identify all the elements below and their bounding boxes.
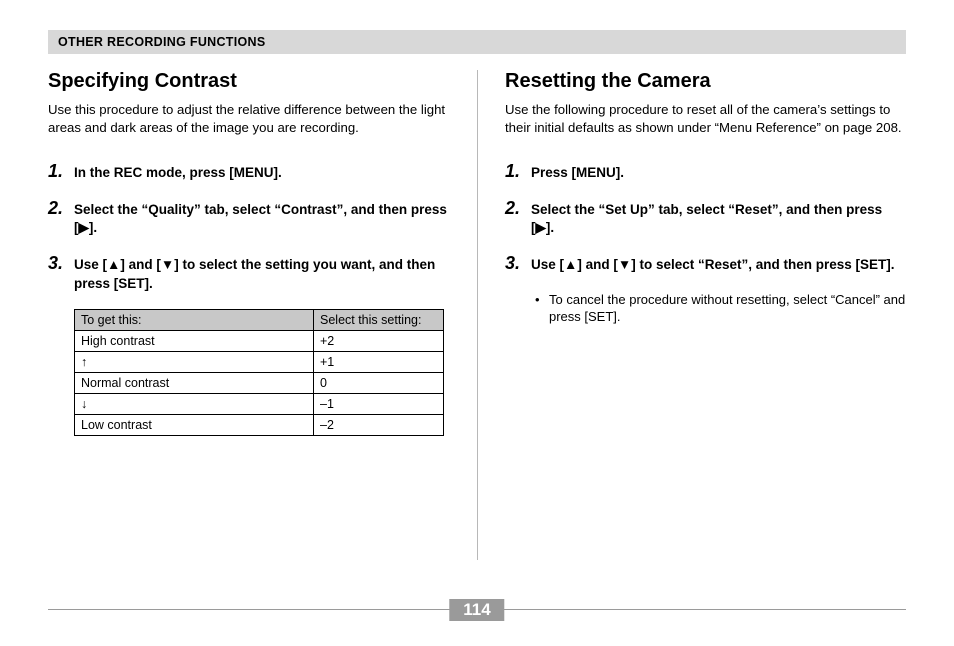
step-number: 2. — [505, 198, 525, 219]
right-step-3: 3. Use [▲] and [▼] to select “Reset”, an… — [505, 253, 906, 274]
table-header-right: Select this setting: — [314, 309, 444, 330]
bullet-dot: • — [535, 291, 541, 326]
table-header-row: To get this: Select this setting: — [75, 309, 444, 330]
table-cell-value: –1 — [314, 393, 444, 414]
table-header-left: To get this: — [75, 309, 314, 330]
left-step-3: 3. Use [▲] and [▼] to select the setting… — [48, 253, 449, 292]
sub-bullet-text: To cancel the procedure without resettin… — [549, 291, 906, 326]
right-step-1: 1. Press [MENU]. — [505, 161, 906, 182]
table-row: Normal contrast 0 — [75, 372, 444, 393]
left-intro: Use this procedure to adjust the relativ… — [48, 101, 449, 137]
step-text: Press [MENU]. — [531, 161, 624, 182]
table-cell-value: –2 — [314, 414, 444, 435]
table-cell-label: Normal contrast — [75, 372, 314, 393]
table-cell-value: +2 — [314, 330, 444, 351]
manual-page: OTHER RECORDING FUNCTIONS Specifying Con… — [0, 0, 954, 436]
content-columns: Specifying Contrast Use this procedure t… — [48, 70, 906, 436]
step-text: In the REC mode, press [MENU]. — [74, 161, 282, 182]
left-step-2: 2. Select the “Quality” tab, select “Con… — [48, 198, 449, 237]
step-number: 2. — [48, 198, 68, 219]
column-divider — [477, 70, 478, 560]
left-step-1: 1. In the REC mode, press [MENU]. — [48, 161, 449, 182]
right-title: Resetting the Camera — [505, 70, 906, 93]
step-text: Select the “Quality” tab, select “Contra… — [74, 198, 449, 237]
table-row: Low contrast –2 — [75, 414, 444, 435]
step-number: 3. — [505, 253, 525, 274]
right-column: Resetting the Camera Use the following p… — [477, 70, 906, 436]
right-sub-bullet: • To cancel the procedure without resett… — [535, 291, 906, 326]
page-number: 114 — [449, 599, 504, 621]
right-step-2: 2. Select the “Set Up” tab, select “Rese… — [505, 198, 906, 237]
table-cell-label: High contrast — [75, 330, 314, 351]
left-column: Specifying Contrast Use this procedure t… — [48, 70, 477, 436]
table-cell-label: Low contrast — [75, 414, 314, 435]
step-number: 1. — [48, 161, 68, 182]
step-text: Use [▲] and [▼] to select “Reset”, and t… — [531, 253, 895, 274]
table-row: High contrast +2 — [75, 330, 444, 351]
table-cell-arrow-up: ↑ — [75, 351, 314, 372]
contrast-table: To get this: Select this setting: High c… — [74, 309, 444, 436]
table-cell-value: +1 — [314, 351, 444, 372]
step-number: 3. — [48, 253, 68, 274]
table-row: ↑ +1 — [75, 351, 444, 372]
table-cell-arrow-down: ↓ — [75, 393, 314, 414]
table-row: ↓ –1 — [75, 393, 444, 414]
right-intro: Use the following procedure to reset all… — [505, 101, 906, 137]
footer-line: 114 — [48, 609, 906, 610]
page-footer: 114 — [48, 609, 906, 610]
section-header: OTHER RECORDING FUNCTIONS — [48, 30, 906, 54]
table-cell-value: 0 — [314, 372, 444, 393]
step-number: 1. — [505, 161, 525, 182]
step-text: Use [▲] and [▼] to select the setting yo… — [74, 253, 449, 292]
left-title: Specifying Contrast — [48, 70, 449, 93]
step-text: Select the “Set Up” tab, select “Reset”,… — [531, 198, 906, 237]
